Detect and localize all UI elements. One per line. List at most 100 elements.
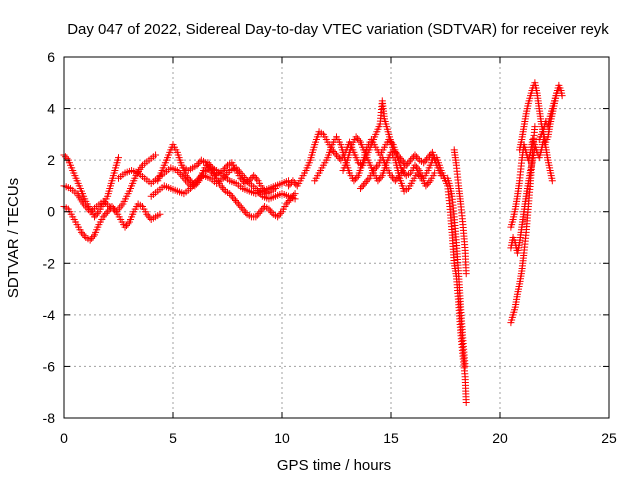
data-point — [220, 185, 228, 193]
data-point — [461, 362, 469, 370]
data-point — [371, 165, 379, 173]
data-point — [226, 190, 234, 198]
data-point — [411, 161, 419, 169]
data-point — [423, 155, 431, 163]
data-point — [63, 154, 71, 162]
data-point — [375, 175, 383, 183]
data-point — [234, 200, 242, 208]
data-point — [354, 135, 362, 143]
data-point — [230, 195, 238, 203]
data-point — [77, 228, 85, 236]
data-point — [425, 178, 433, 186]
data-point — [355, 136, 363, 144]
data-point — [101, 211, 109, 219]
data-point — [222, 163, 230, 171]
data-point — [186, 177, 194, 185]
data-point — [251, 173, 259, 181]
data-point — [245, 177, 253, 185]
data-point — [93, 209, 101, 217]
data-point — [253, 211, 261, 219]
data-point — [353, 173, 361, 181]
x-tick-label: 0 — [60, 430, 68, 446]
data-point — [275, 211, 283, 219]
data-point — [330, 148, 338, 156]
data-point — [391, 177, 399, 185]
data-point — [193, 161, 201, 169]
data-point — [91, 213, 99, 221]
data-point — [289, 177, 297, 185]
x-tick-label: 15 — [383, 430, 399, 446]
data-point — [271, 185, 279, 193]
data-point — [236, 202, 244, 210]
data-point — [393, 175, 401, 183]
data-point — [194, 160, 202, 168]
data-point — [431, 169, 439, 177]
data-point — [80, 232, 88, 240]
y-tick-label: 4 — [47, 101, 55, 117]
plot-frame — [63, 56, 610, 419]
y-tick-label: -4 — [43, 307, 56, 323]
data-point — [277, 209, 285, 217]
data-point — [352, 133, 360, 141]
data-point — [258, 206, 266, 214]
data-point — [372, 163, 380, 171]
data-point — [412, 153, 420, 161]
data-point — [333, 151, 340, 159]
grid — [64, 57, 609, 418]
data-point — [238, 176, 246, 184]
data-point — [558, 92, 566, 100]
x-tick-label: 20 — [492, 430, 508, 446]
x-tick-label: 5 — [169, 430, 177, 446]
data-point — [291, 195, 299, 203]
data-point — [548, 177, 556, 185]
data-point — [184, 173, 192, 181]
data-point — [242, 209, 250, 217]
data-point — [185, 175, 193, 183]
data-point — [359, 181, 367, 189]
data-point — [412, 163, 420, 171]
data-point — [415, 171, 423, 179]
data-point — [394, 173, 402, 181]
y-tick-label: -6 — [43, 358, 56, 374]
data-point — [258, 185, 266, 193]
data-point — [89, 233, 97, 241]
data-point — [361, 179, 369, 187]
data-point — [356, 185, 364, 193]
data-point — [531, 123, 539, 131]
data-point — [253, 175, 261, 183]
y-tick-label: 2 — [47, 152, 55, 168]
data-point — [219, 166, 227, 174]
data-point — [423, 180, 431, 188]
y-tick-label: -2 — [43, 255, 56, 271]
data-point — [79, 230, 87, 238]
data-point — [400, 164, 408, 172]
data-point — [152, 151, 160, 159]
data-point — [182, 172, 190, 180]
y-tick-label: -8 — [43, 410, 56, 426]
data-point — [102, 209, 110, 217]
data-point — [221, 165, 229, 173]
data-point — [250, 172, 258, 180]
data-point — [282, 200, 290, 208]
data-point — [156, 210, 164, 218]
data-point — [426, 152, 434, 160]
data-point — [144, 212, 152, 220]
data-point — [370, 166, 378, 174]
data-point — [405, 158, 413, 166]
data-point — [422, 182, 430, 190]
data-point — [114, 206, 122, 214]
data-point — [416, 172, 424, 180]
data-point — [266, 207, 274, 215]
data-point — [239, 205, 247, 213]
data-point — [404, 160, 412, 168]
data-point — [424, 154, 432, 162]
data-point — [387, 172, 395, 180]
data-point — [233, 198, 241, 206]
data-point — [285, 182, 293, 190]
data-point — [331, 149, 339, 157]
data-point — [237, 174, 245, 182]
data-point — [285, 197, 293, 205]
data-point — [351, 175, 359, 183]
data-point — [388, 139, 396, 147]
